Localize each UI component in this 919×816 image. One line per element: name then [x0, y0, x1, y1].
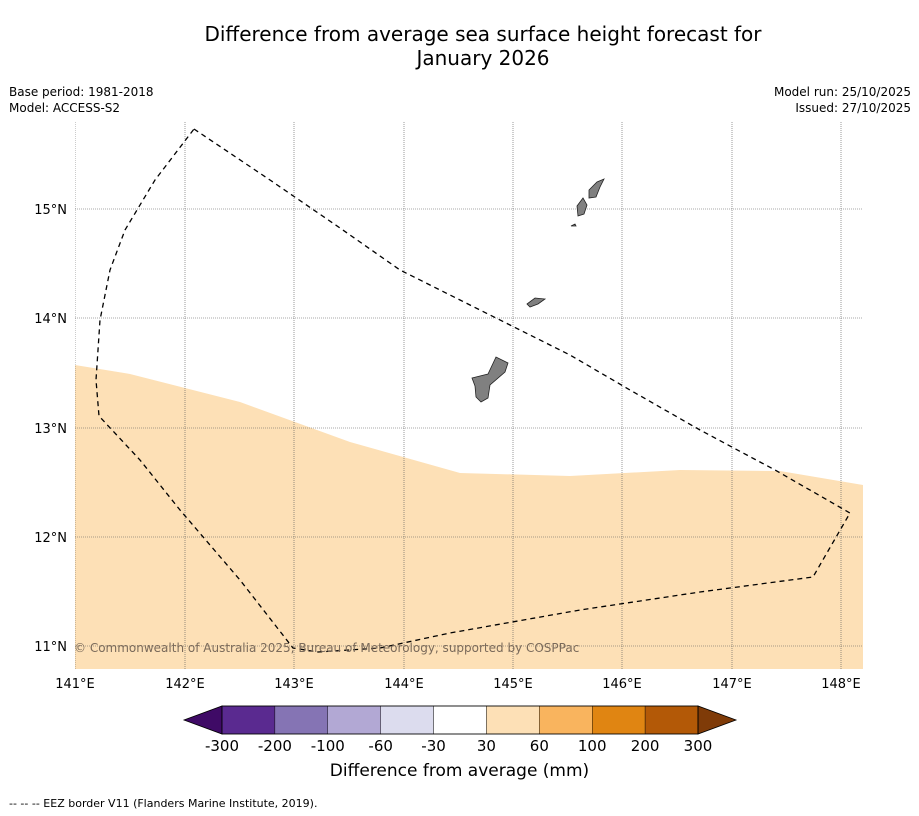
colorbar-tick-label: 300: [684, 737, 713, 755]
island-rota: [526, 297, 547, 308]
model-name: Model: ACCESS-S2: [9, 101, 121, 115]
island-guam: [471, 356, 509, 403]
colorbar-tick-label: 200: [631, 737, 660, 755]
lon-label-143: 143°E: [274, 677, 314, 692]
colorbar-tick-label: 100: [578, 737, 607, 755]
colorbar-swatch: [433, 705, 487, 735]
colorbar-tick-label: -100: [311, 737, 345, 755]
colorbar-tick-label: -200: [258, 737, 292, 755]
issued-date: Issued: 27/10/2025: [795, 101, 911, 115]
colorbar-label: Difference from average (mm): [329, 761, 590, 781]
title-line-2: January 2026: [416, 46, 550, 70]
colorbar-tick-label: -30: [421, 737, 446, 755]
lat-label-13: 13°N: [34, 422, 67, 437]
island-aguijan: [570, 223, 577, 227]
colorbar-swatch: [221, 705, 276, 735]
meta-right: Model run: 25/10/2025 Issued: 27/10/2025: [774, 84, 911, 116]
colorbar-swatch: [327, 705, 381, 735]
meta-left: Base period: 1981-2018 Model: ACCESS-S2: [9, 84, 154, 116]
title-line-1: Difference from average sea surface heig…: [204, 22, 762, 46]
colorbar-swatch: [274, 705, 328, 735]
lat-label-15: 15°N: [34, 203, 67, 218]
map: 141°E 142°E 143°E 144°E 145°E 146°E 147°…: [34, 122, 863, 692]
lat-label-11: 11°N: [34, 640, 67, 655]
lon-label-145: 145°E: [493, 677, 533, 692]
colorbar-tick-label: -60: [368, 737, 393, 755]
eez-border: [95, 128, 851, 653]
island-tinian: [576, 197, 588, 217]
anomaly-area-30-60: [75, 365, 863, 669]
lon-label-141: 141°E: [55, 677, 95, 692]
colorbar-swatch: [380, 705, 434, 735]
colorbar-swatch: [539, 705, 593, 735]
lon-label-144: 144°E: [384, 677, 424, 692]
island-saipan: [588, 178, 605, 199]
lat-label-14: 14°N: [34, 312, 67, 327]
colorbar-tick-label: 60: [530, 737, 549, 755]
colorbar-tick-label: -300: [205, 737, 239, 755]
colorbar-tick-label: 30: [477, 737, 496, 755]
lon-label-146: 146°E: [602, 677, 642, 692]
colorbar-swatch: [644, 705, 699, 735]
copyright-notice: © Commonwealth of Australia 2025, Bureau…: [74, 641, 580, 655]
colorbar-swatch: [486, 705, 540, 735]
colorbar-swatch: [592, 705, 646, 735]
model-run: Model run: 25/10/2025: [773, 85, 911, 99]
colorbar-frame: [221, 705, 699, 735]
chart-title: Difference from average sea surface heig…: [0, 22, 919, 70]
footnote-eez: -- -- -- EEZ border V11 (Flanders Marine…: [9, 797, 318, 810]
lon-label-142: 142°E: [165, 677, 205, 692]
colorbar-extend-high: [697, 705, 738, 735]
base-period: Base period: 1981-2018: [9, 85, 154, 99]
lon-label-147: 147°E: [712, 677, 752, 692]
colorbar-extend-low: [182, 705, 223, 735]
lon-label-148: 148°E: [821, 677, 861, 692]
lat-label-12: 12°N: [34, 531, 67, 546]
